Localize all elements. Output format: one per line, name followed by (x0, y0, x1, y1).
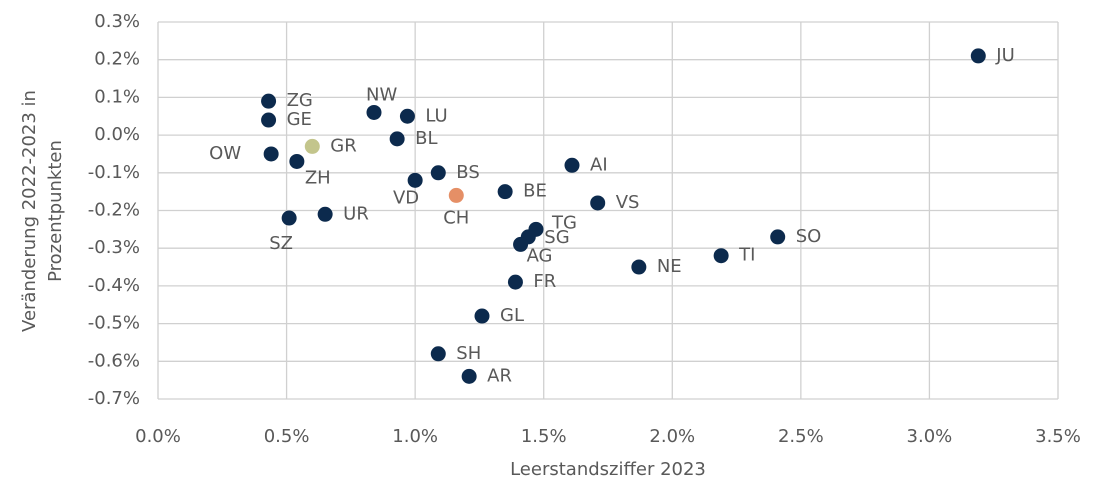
point (304, 138, 320, 154)
point-label: LU (425, 105, 447, 126)
point-label: GR (330, 135, 356, 156)
point-label: AR (487, 365, 512, 386)
point-label: TG (551, 212, 577, 233)
point (389, 131, 405, 147)
point (970, 48, 986, 64)
point-label: BS (456, 162, 479, 183)
point-label: TI (738, 245, 755, 266)
point (513, 236, 529, 252)
x-tick-label: 3.0% (907, 426, 953, 447)
point (263, 146, 279, 162)
y-tick-label: -0.1% (88, 162, 140, 183)
point-label: AI (590, 154, 608, 175)
y-tick-label: 0.0% (94, 124, 140, 145)
point (448, 187, 464, 203)
point-label: SG (544, 227, 569, 248)
point-label: NE (657, 256, 682, 277)
point-label: CH (443, 207, 469, 228)
y-tick-label: -0.5% (88, 313, 140, 334)
point (289, 153, 305, 169)
point-label: FR (533, 271, 556, 292)
point-label: ZH (305, 167, 331, 188)
x-tick-label: 1.5% (521, 426, 567, 447)
x-axis-title: Leerstandsziffer 2023 (510, 459, 706, 480)
y-tick-label: 0.2% (94, 49, 140, 70)
point (399, 108, 415, 124)
point-label: VD (393, 187, 419, 208)
point (474, 308, 490, 324)
point-label: BL (415, 128, 437, 149)
point (507, 274, 523, 290)
y-tick-label: 0.3% (94, 11, 140, 32)
y-tick-label: 0.1% (94, 86, 140, 107)
y-tick-label: -0.4% (88, 275, 140, 296)
point (261, 93, 277, 109)
point (281, 210, 297, 226)
point (317, 206, 333, 222)
point (430, 165, 446, 181)
x-tick-label: 0.0% (135, 426, 181, 447)
point-label: SH (456, 343, 481, 364)
point (407, 172, 423, 188)
point (497, 184, 513, 200)
point-label: GL (500, 305, 524, 326)
point (631, 259, 647, 275)
point-label: SO (796, 226, 822, 247)
point (713, 248, 729, 264)
y-axis-title: Prozentpunkten (45, 140, 66, 282)
point-label: BE (523, 181, 547, 202)
point-label: UR (343, 203, 369, 224)
point-label: SZ (269, 233, 293, 254)
point-label: AG (527, 245, 553, 266)
y-tick-label: -0.2% (88, 200, 140, 221)
point (590, 195, 606, 211)
point (430, 346, 446, 362)
y-tick-label: -0.6% (88, 350, 140, 371)
point-label: GE (287, 109, 312, 130)
point-label: ZG (287, 90, 313, 111)
point-label: NW (366, 84, 397, 105)
y-axis-title: Veränderung 2022-2023 in (19, 90, 40, 332)
x-tick-label: 3.5% (1035, 426, 1081, 447)
point (461, 368, 477, 384)
point-label: JU (995, 45, 1014, 66)
y-tick-label: -0.7% (88, 388, 140, 409)
point-label: OW (209, 143, 241, 164)
x-tick-label: 1.0% (392, 426, 438, 447)
y-tick-label: -0.3% (88, 237, 140, 258)
x-tick-label: 2.5% (778, 426, 824, 447)
point-label: VS (616, 192, 640, 213)
x-tick-label: 0.5% (264, 426, 310, 447)
x-tick-label: 2.0% (649, 426, 695, 447)
point (770, 229, 786, 245)
point (564, 157, 580, 173)
point (261, 112, 277, 128)
point (366, 104, 382, 120)
